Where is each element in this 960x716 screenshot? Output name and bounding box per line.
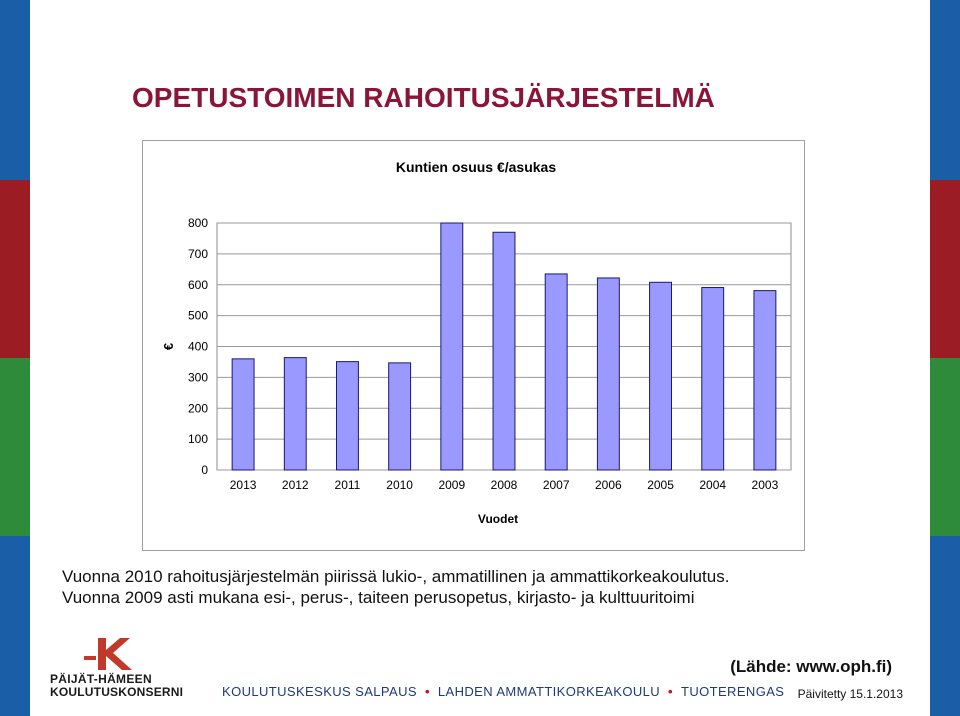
y-axis-label: € [161, 343, 176, 350]
edge-segment-green [0, 358, 30, 536]
x-tick-label: 2003 [752, 478, 779, 492]
x-tick-label: 2008 [491, 478, 518, 492]
k-logo-icon [84, 638, 132, 670]
y-tick-label: 100 [188, 432, 208, 446]
x-tick-label: 2011 [335, 478, 361, 492]
y-tick-label: 500 [188, 309, 208, 323]
bar [544, 273, 568, 471]
chart-panel: 0 100 200 300 400 500 600 700 800 2013 2012 2011 201… [142, 140, 805, 551]
bar [335, 361, 359, 471]
caption: Vuonna 2010 rahoitusjärjestelmän piiriss… [62, 566, 729, 608]
edge-segment-green [930, 358, 960, 536]
separator-dot: • [424, 684, 430, 699]
bar [231, 358, 255, 471]
edge-segment-blue [0, 0, 30, 180]
bar-chart: 0 100 200 300 400 500 600 700 800 2013 2012 2011 201… [161, 159, 792, 526]
logo-line-1: PÄIJÄT-HÄMEEN [50, 672, 152, 686]
right-edge-stripe [930, 0, 960, 716]
x-axis-label: Vuodet [478, 512, 518, 526]
x-tick-label: 2007 [543, 478, 570, 492]
bar [492, 231, 516, 471]
logo-line-2: KOULUTUSKONSERNI [50, 685, 184, 699]
x-tick-label: 2005 [647, 478, 674, 492]
bar [701, 287, 725, 471]
y-tick-label: 400 [188, 340, 208, 354]
y-tick-label: 800 [188, 216, 208, 230]
footer-organizations: KOULUTUSKESKUS SALPAUS • LAHDEN AMMATTIKOR… [222, 684, 784, 699]
page-title: OPETUSTOIMEN RAHOITUSJÄRJESTELMÄ [132, 82, 715, 113]
x-tick-label: 2004 [699, 478, 726, 492]
bar [596, 277, 620, 471]
edge-segment-blue [930, 536, 960, 716]
edge-segment-red [0, 180, 30, 358]
edge-segment-red [930, 180, 960, 358]
caption-line-2: Vuonna 2009 asti mukana esi-, perus-, ta… [62, 588, 695, 607]
y-tick-label: 300 [188, 370, 208, 384]
updated-date: Päivitetty 15.1.2013 [797, 687, 903, 701]
org-tuoterengas: TUOTERENGAS [681, 684, 785, 699]
source-note: (Lähde: www.oph.fi) [730, 657, 892, 676]
konserni-logo: PÄIJÄT-HÄMEEN KOULUTUSKONSERNI [50, 636, 184, 699]
chart-title: Kuntien osuus €/asukas [396, 159, 556, 175]
y-tick-label: 0 [201, 463, 208, 477]
x-tick-label: 2012 [282, 478, 309, 492]
org-lamk: LAHDEN AMMATTIKORKEAKOULU [437, 684, 661, 699]
org-salpaus: KOULUTUSKESKUS SALPAUS [222, 684, 417, 699]
bar [753, 290, 777, 471]
edge-segment-blue [0, 536, 30, 716]
separator-dot: • [668, 684, 673, 699]
y-tick-label: 700 [188, 247, 208, 261]
x-tick-label: 2006 [595, 478, 622, 492]
left-edge-stripe [0, 0, 30, 716]
x-tick-label: 2010 [386, 478, 413, 492]
caption-line-1: Vuonna 2010 rahoitusjärjestelmän piiriss… [62, 567, 730, 586]
bar [440, 222, 464, 471]
x-tick-label: 2009 [438, 478, 465, 492]
y-tick-label: 600 [188, 278, 208, 292]
y-tick-label: 200 [188, 401, 208, 415]
bar [388, 362, 412, 471]
edge-segment-blue [930, 0, 960, 180]
bar [649, 281, 673, 471]
bar [283, 357, 307, 471]
x-tick-label: 2013 [230, 478, 257, 492]
